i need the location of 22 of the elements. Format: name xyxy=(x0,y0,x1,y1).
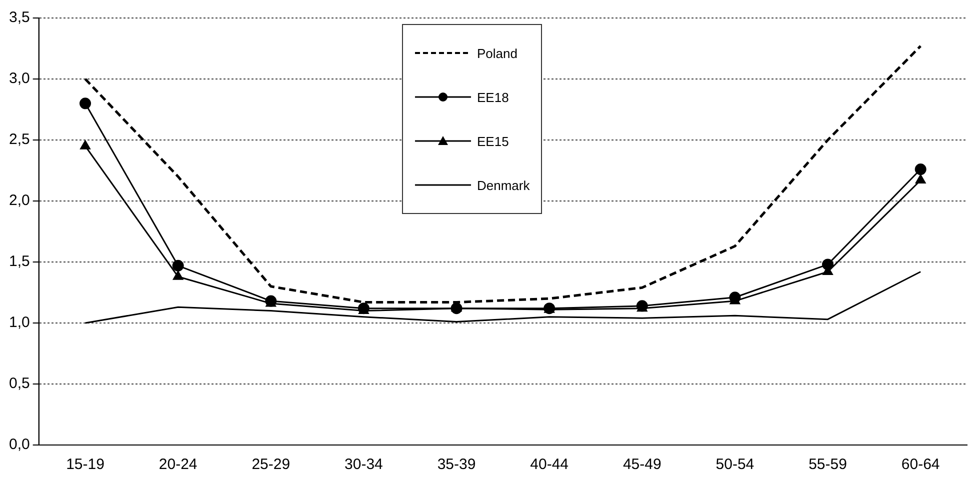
x-tick-label: 20-24 xyxy=(158,456,198,474)
legend-label: EE18 xyxy=(477,90,509,104)
y-tick-label: 1,0 xyxy=(8,314,30,332)
x-tick-label: 50-54 xyxy=(716,456,754,474)
x-tick-label: 35-39 xyxy=(437,456,476,474)
x-tick-label: 30-34 xyxy=(344,456,383,474)
x-tick-label: 15-19 xyxy=(66,456,104,474)
y-tick-label: 1,5 xyxy=(8,253,30,270)
x-tick-label: 45-49 xyxy=(622,456,662,474)
x-tick-label: 55-59 xyxy=(808,456,847,474)
y-tick-label: 2,5 xyxy=(8,131,30,148)
y-tick-label: 3,0 xyxy=(8,70,30,88)
x-tick-label: 25-29 xyxy=(252,456,290,474)
legend-label: Denmark xyxy=(477,178,530,192)
y-tick-label: 2,0 xyxy=(8,192,30,210)
x-tick-label: 40-44 xyxy=(530,456,569,474)
y-tick-label: 0,0 xyxy=(8,436,30,454)
y-tick-label: 0,5 xyxy=(8,375,30,392)
legend-label: EE15 xyxy=(477,134,509,148)
y-tick-label: 3,5 xyxy=(8,9,30,26)
legend-label: Poland xyxy=(477,46,518,60)
x-tick-label: 60-64 xyxy=(901,456,940,474)
